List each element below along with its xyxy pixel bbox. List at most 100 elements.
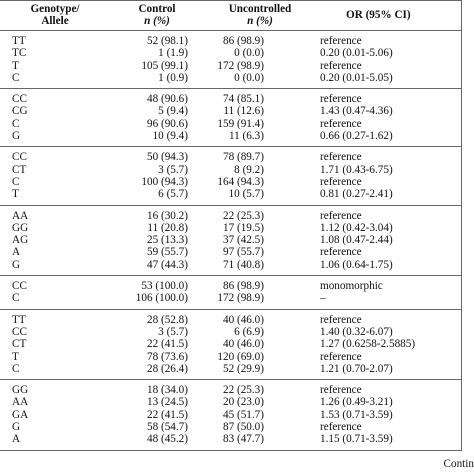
table-cell: 105 (99.1) [141,59,188,72]
table-cell: AG [12,234,29,247]
table-body: TT 52 (98.1) 86 (98.9) reference TC 1 (1.9) 0 … [0,31,462,451]
table-cell: CC [12,280,27,293]
table-cell: T [12,59,19,72]
table-cell: reference [320,151,362,164]
table-cell: AA [12,209,29,222]
table-cell: 1 (0.9) [110,71,204,90]
table-cell: G [0,258,110,277]
header-cell: Uncontrolled n (%) [204,0,316,31]
table-cell: 58 (54.7) [146,421,188,434]
table-cell: 11 (20.8) [147,221,188,234]
table-row: C 96 (90.6) 159 (91.4) reference [0,118,462,130]
header-cell: Control n (%) [110,0,204,31]
table-cell: 13 (24.5) [146,396,188,409]
table-row: CT 3 (5.7) 8 (9.2) 1.71 (0.43-6.75) [0,164,462,176]
table-row: C 28 (26.4) 52 (29.9) 1.21 (0.70-2.07) [0,362,462,381]
table-cell: 1.15 (0.71-3.59) [316,433,462,451]
table-cell: CG [12,105,28,118]
table-row: C 106 (100.0) 172 (98.9) – [0,292,462,310]
table-cell: 78 (73.6) [146,350,188,363]
table-row: GA 22 (41.5) 45 (51.7) 1.53 (0.71-3.59) [0,409,462,421]
header-row: Genotype/Allele Control n (%) Uncontrolled n… [0,0,462,31]
table-cell: 0 (0.0) [234,47,264,60]
table-row: CC 48 (90.6) 74 (85.1) reference [0,89,462,106]
table-row: C 100 (94.3) 164 (94.3) reference [0,176,462,188]
table-cell: 10 (5.7) [204,188,316,206]
table-cell: 40 (46.0) [222,338,264,351]
table-cell: 97 (55.7) [222,246,264,259]
table-cell: 1.26 (0.49-3.21) [320,396,393,409]
table-cell: 87 (50.0) [222,421,264,434]
table-cell: 96 (90.6) [146,117,188,130]
table-cell: reference [320,209,362,222]
table-cell: – [316,292,462,310]
table-cell: reference [320,384,362,397]
table-cell: 0.20 (0.01-5.05) [316,71,462,90]
table-cell: 20 (23.0) [222,396,264,409]
table-cell: 100 (94.3) [141,175,188,188]
table-cell: 6 (5.7) [110,188,204,206]
table-row: GG 18 (34.0) 22 (25.3) reference [0,380,462,397]
table-cell: 0.20 (0.01-5.06) [320,47,393,60]
table-cell: GG [12,221,29,234]
table-cell: 120 (69.0) [217,350,264,363]
table-cell: 37 (42.5) [222,234,264,247]
table-cell: TT [12,35,26,47]
table-cell: C [0,71,110,90]
table-row: CT 22 (41.5) 40 (46.0) 1.27 (0.6258-2.5885) [0,338,462,350]
table-row: A 48 (45.2) 83 (47.7) 1.15 (0.71-3.59) [0,433,462,451]
table-cell: 48 (90.6) [146,93,188,106]
table-cell: 164 (94.3) [217,175,264,188]
table-row: AA 13 (24.5) 20 (23.0) 1.26 (0.49-3.21) [0,396,462,408]
table-cell: 17 (19.5) [222,221,264,234]
table-cell: 83 (47.7) [204,433,316,451]
data-table: Genotype/Allele Control n (%) Uncontrolled n… [0,0,462,451]
table-cell: 47 (44.3) [110,258,204,277]
table-cell: 5 (9.4) [158,105,188,118]
table-cell: 74 (85.1) [222,93,264,106]
table-cell: 1.53 (0.71-3.59) [320,408,393,421]
table-cell: 3 (5.7) [158,163,188,176]
table-row: TT 28 (52.8) 40 (46.0) reference [0,309,462,326]
table-cell: 6 (6.9) [234,325,264,338]
table-row: TT 52 (98.1) 86 (98.9) reference [0,31,462,48]
table-cell: C [0,362,110,381]
table-cell: 1.71 (0.43-6.75) [320,163,393,176]
table-cell: 18 (34.0) [146,384,188,397]
table-cell: 1.27 (0.6258-2.5885) [320,338,416,351]
table-row: GG 11 (20.8) 17 (19.5) 1.12 (0.42-3.04) [0,222,462,234]
table-cell: 3 (5.7) [158,325,188,338]
table-cell: T [0,188,110,206]
table-cell: 22 (25.3) [222,384,264,397]
table-cell: CT [12,163,27,176]
table-cell: 8 (9.2) [234,163,264,176]
table-cell: C [0,292,110,310]
header-cell: Genotype/Allele [0,0,110,31]
table-cell: CC [12,151,27,164]
table-cell: 11 (6.3) [204,130,316,148]
table-cell: 50 (94.3) [146,151,188,164]
table-cell: 11 (12.6) [223,105,264,118]
table-cell: 53 (100.0) [141,280,188,293]
table-cell: reference [320,421,362,434]
table-cell: A [12,246,21,259]
table-cell: C [12,117,20,130]
table-cell: 22 (41.5) [146,408,188,421]
table-cell: CC [12,93,27,106]
header-text: Genotype/ [30,3,80,15]
table-cell: GA [12,408,29,421]
table-cell: 22 (41.5) [146,338,188,351]
header-text: Allele [41,15,69,27]
table-row: A 59 (55.7) 97 (55.7) reference [0,246,462,258]
table-cell: 1.43 (0.47-4.36) [320,105,393,118]
table-cell: 52 (98.1) [146,35,188,47]
table-cell: reference [320,117,362,130]
table-row: T 78 (73.6) 120 (69.0) reference [0,351,462,363]
table-cell: reference [320,93,362,106]
table-cell: reference [320,313,362,326]
table-cell: GG [12,384,29,397]
table-cell: 159 (91.4) [217,117,264,130]
table-cell: 48 (45.2) [110,433,204,451]
